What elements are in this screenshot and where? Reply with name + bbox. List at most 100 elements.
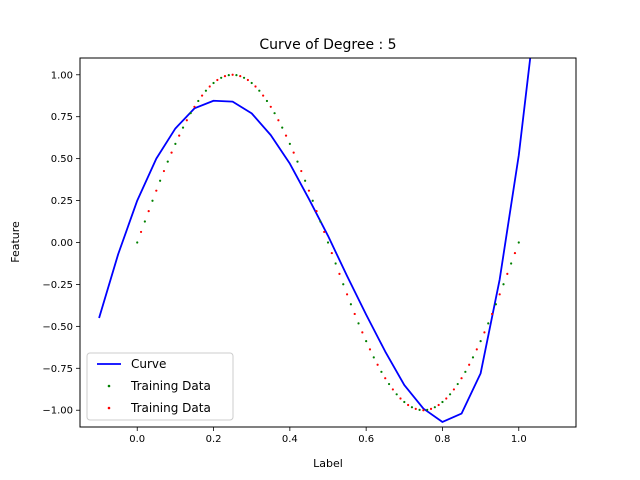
- data-point-series-1: [288, 142, 291, 145]
- data-point-series-2: [269, 105, 272, 108]
- legend-label: Training Data: [130, 401, 211, 415]
- data-point-series-2: [399, 397, 402, 400]
- data-point-series-2: [330, 251, 333, 255]
- data-point-series-1: [319, 220, 322, 223]
- y-tick-label: −0.75: [42, 364, 73, 375]
- data-point-series-2: [468, 363, 471, 366]
- data-point-series-1: [502, 283, 505, 286]
- data-point-series-1: [517, 241, 520, 244]
- data-point-series-1: [334, 262, 337, 265]
- y-tick-label: 0.00: [51, 238, 73, 249]
- data-point-series-1: [464, 370, 467, 373]
- chart-title: Curve of Degree : 5: [259, 37, 396, 53]
- data-point-series-1: [235, 74, 238, 77]
- data-point-series-1: [250, 81, 253, 85]
- data-point-series-1: [227, 74, 230, 77]
- y-tick-label: −0.25: [42, 280, 73, 291]
- data-point-series-2: [139, 230, 143, 234]
- data-point-series-1: [349, 303, 352, 306]
- data-point-series-1: [159, 179, 162, 182]
- data-point-series-2: [200, 94, 204, 97]
- data-point-series-2: [315, 210, 318, 213]
- y-axis: 1.00 0.75 0.50 0.25 0.00 −0.25 −0.50 −0.75 −1.00: [42, 70, 80, 417]
- x-tick-label: 0.4: [282, 434, 298, 445]
- data-point-series-1: [143, 220, 146, 223]
- y-tick-label: −0.50: [42, 322, 73, 333]
- data-point-series-2: [407, 403, 410, 407]
- data-point-series-2: [307, 189, 311, 192]
- data-point-series-1: [487, 322, 490, 325]
- data-point-series-2: [246, 78, 249, 82]
- legend-box: [86, 352, 234, 421]
- data-point-series-2: [391, 388, 394, 391]
- data-point-series-2: [376, 363, 379, 366]
- data-point-series-1: [166, 160, 169, 163]
- data-point-series-1: [204, 89, 208, 92]
- data-point-series-2: [414, 407, 417, 410]
- data-point-series-1: [403, 400, 406, 404]
- y-tick-label: 0.25: [51, 196, 73, 207]
- data-point-series-1: [342, 283, 345, 286]
- y-tick-label: 0.75: [51, 112, 73, 123]
- data-point-series-2: [284, 134, 288, 137]
- data-point-series-1: [479, 340, 482, 343]
- x-tick-label: 0.8: [435, 434, 451, 445]
- data-point-series-2: [506, 272, 509, 275]
- data-point-series-1: [197, 99, 200, 103]
- series-line-curve: [98, 58, 532, 423]
- data-point-series-2: [437, 403, 440, 407]
- data-point-series-2: [345, 293, 349, 296]
- data-point-series-1: [220, 76, 223, 79]
- data-point-series-2: [292, 151, 295, 154]
- legend-label: Curve: [131, 357, 166, 371]
- data-point-series-2: [300, 169, 303, 173]
- data-point-series-2: [162, 169, 166, 173]
- data-point-series-1: [494, 303, 497, 306]
- data-point-series-1: [242, 76, 246, 79]
- x-tick-label: 0.0: [129, 434, 145, 445]
- data-point-series-2: [254, 85, 257, 88]
- data-point-series-1: [326, 241, 330, 244]
- data-point-series-1: [365, 340, 368, 343]
- legend-swatch-training-data: [107, 406, 111, 410]
- data-point-series-1: [510, 262, 513, 265]
- data-point-series-1: [281, 126, 284, 129]
- y-tick-label: −1.00: [42, 406, 73, 417]
- data-point-series-2: [353, 312, 356, 316]
- legend-swatch-training-data: [107, 384, 111, 388]
- data-point-series-1: [448, 393, 452, 396]
- data-point-series-1: [456, 382, 459, 386]
- data-point-series-2: [338, 272, 341, 275]
- data-point-series-1: [410, 406, 414, 409]
- y-axis-label: Feature: [9, 221, 22, 263]
- data-point-series-1: [304, 179, 307, 182]
- data-point-series-1: [471, 356, 475, 359]
- x-tick-label: 1.0: [511, 434, 527, 445]
- data-point-series-2: [223, 75, 227, 78]
- data-point-series-1: [441, 400, 444, 404]
- data-point-series-1: [426, 408, 429, 411]
- legend-label: Training Data: [130, 379, 211, 393]
- x-tick-label: 0.6: [358, 434, 374, 445]
- series-layer: [98, 58, 532, 423]
- data-point-series-2: [490, 312, 494, 316]
- data-point-series-2: [155, 189, 158, 192]
- data-point-series-2: [239, 75, 242, 78]
- data-point-series-2: [429, 407, 433, 410]
- data-point-series-2: [483, 331, 486, 334]
- data-point-series-2: [452, 388, 456, 391]
- y-tick-label: 1.00: [51, 70, 73, 81]
- data-point-series-1: [151, 199, 154, 202]
- data-point-series-1: [212, 81, 215, 85]
- data-point-series-1: [418, 408, 421, 411]
- data-point-series-2: [193, 105, 196, 108]
- data-point-series-2: [216, 78, 219, 82]
- data-point-series-1: [273, 112, 276, 115]
- data-point-series-2: [277, 119, 280, 122]
- x-tick-label: 0.2: [206, 434, 222, 445]
- data-point-series-1: [387, 382, 391, 386]
- data-point-series-1: [372, 356, 375, 359]
- data-point-series-2: [498, 293, 501, 296]
- data-point-series-2: [445, 397, 448, 400]
- data-point-series-2: [178, 134, 181, 137]
